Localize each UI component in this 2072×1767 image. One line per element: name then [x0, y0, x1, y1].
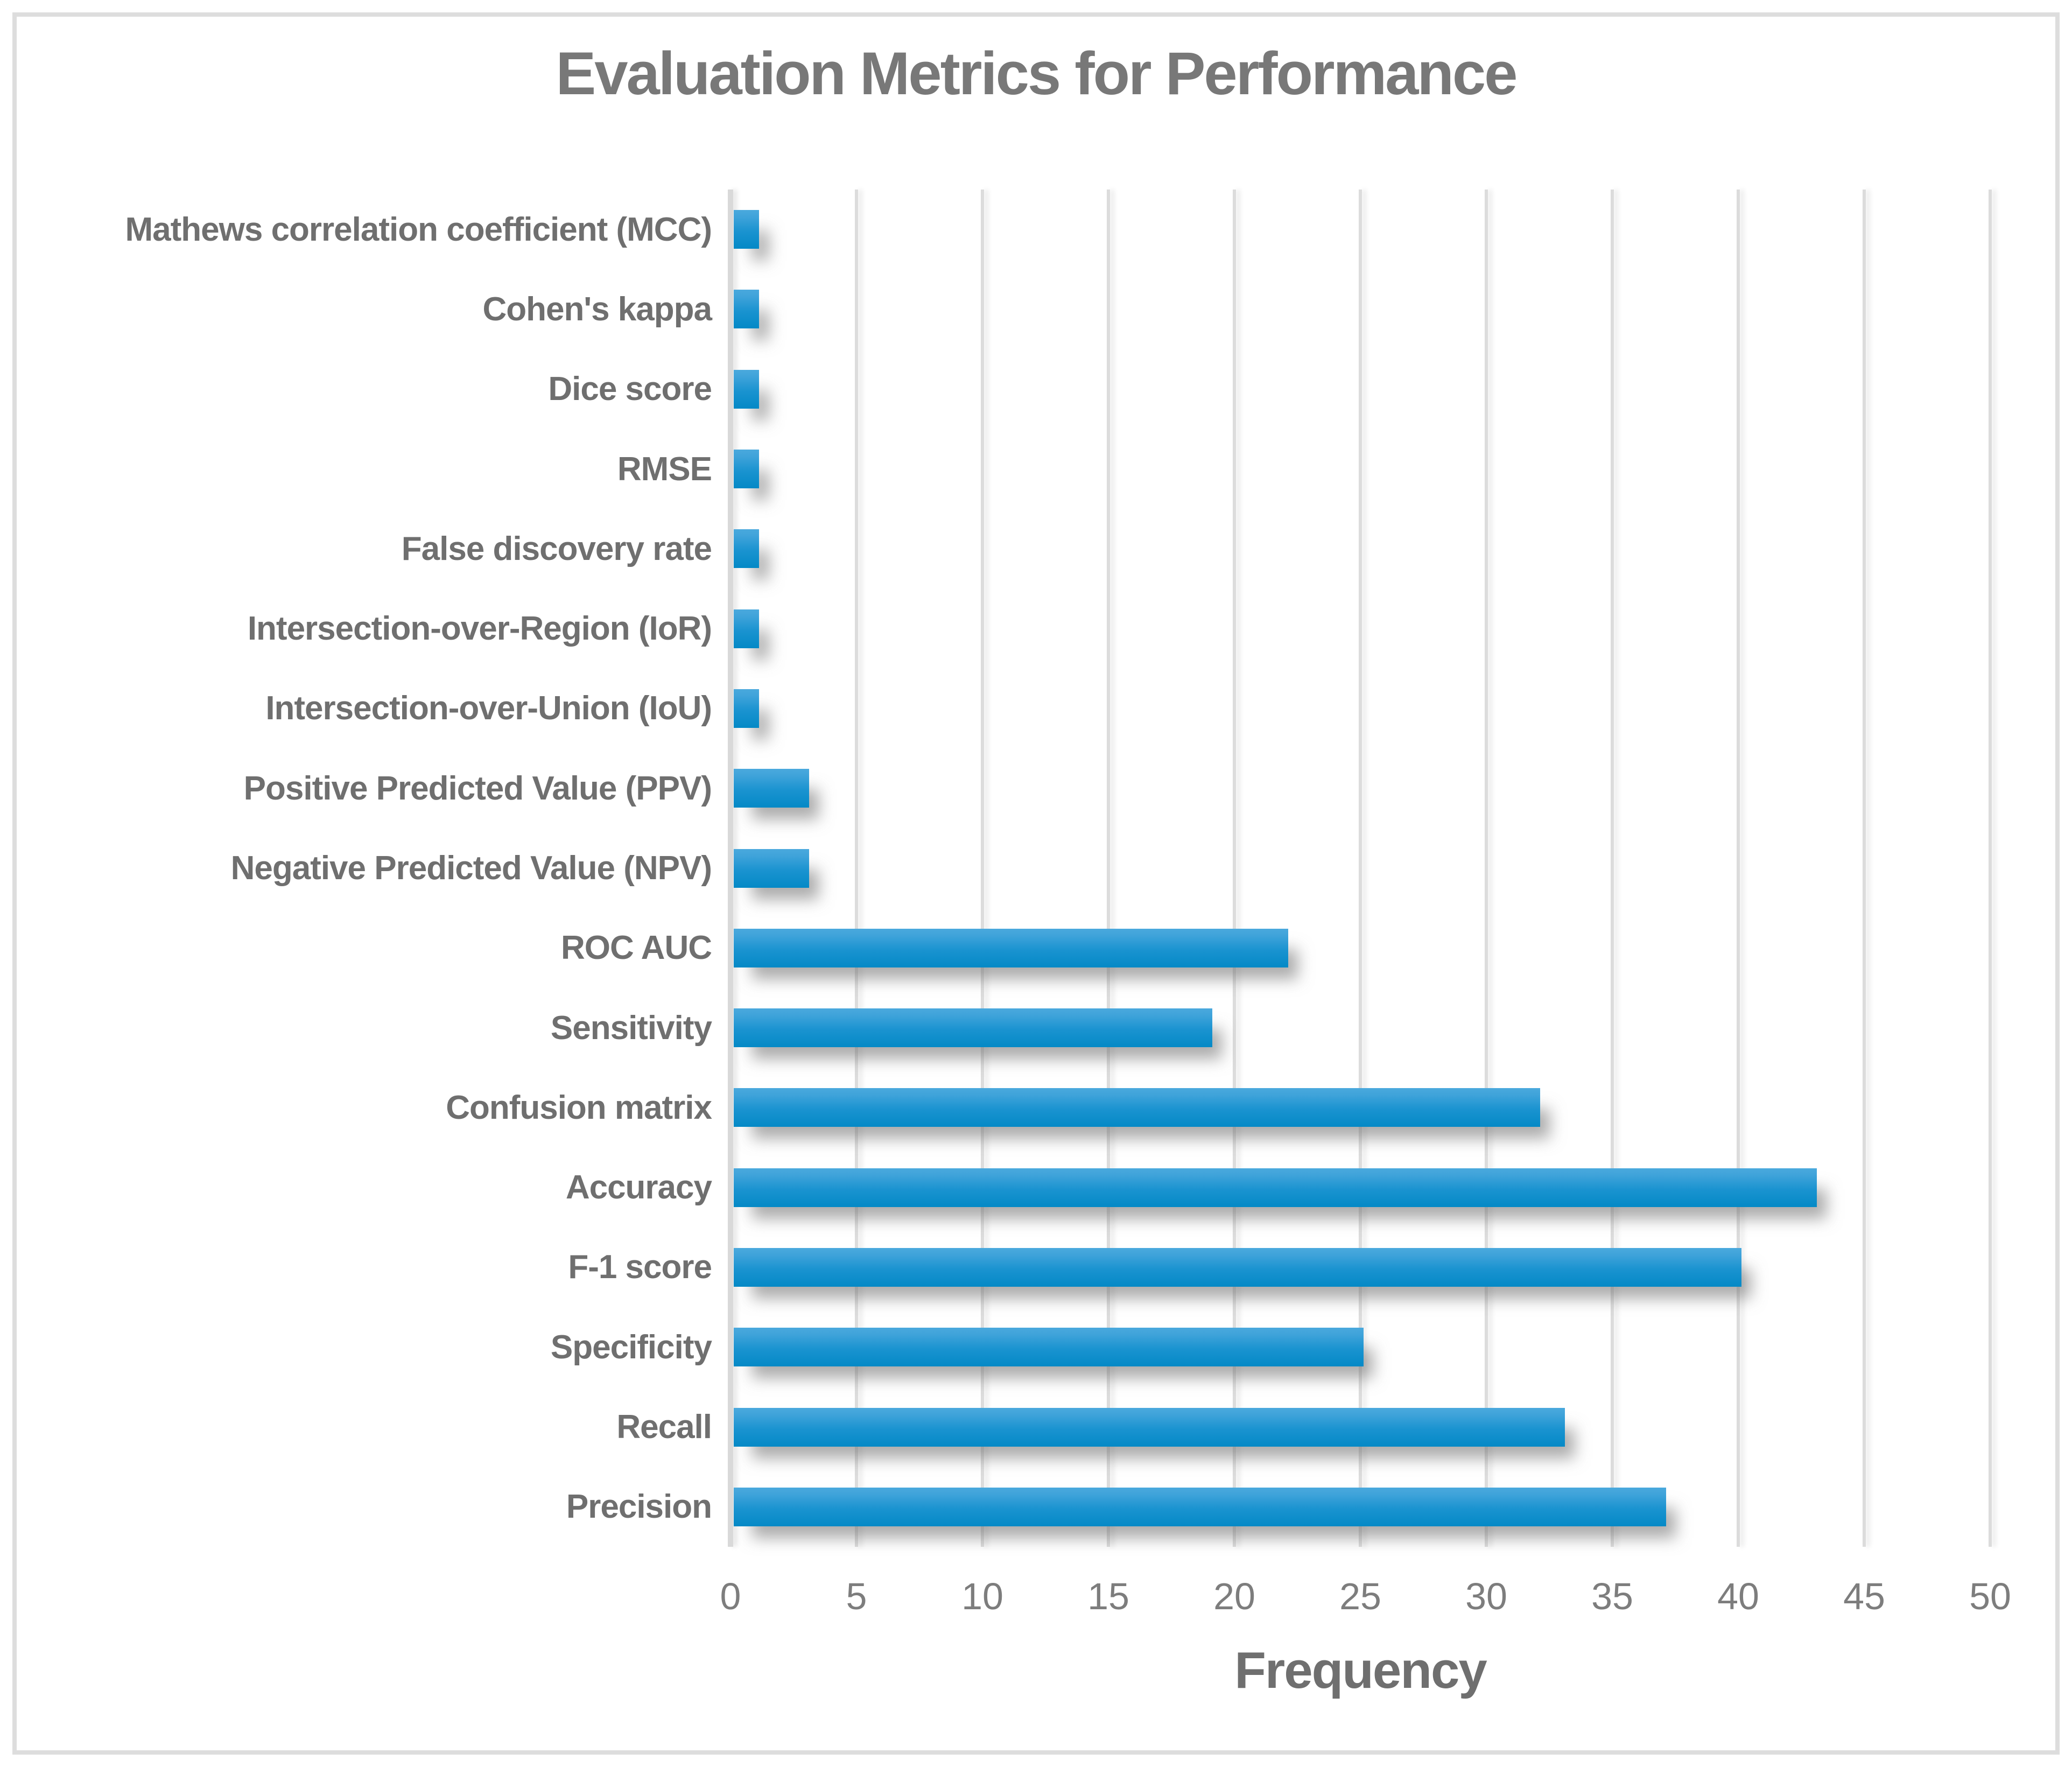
bar-false-discovery-rate: [734, 529, 759, 569]
chart-title: Evaluation Metrics for Performance: [556, 40, 1518, 107]
plot-area: [728, 190, 1992, 1547]
gridline-x-50: [1989, 190, 1992, 1547]
gridline-x-25: [1359, 190, 1362, 1547]
gridline-x-35: [1611, 190, 1614, 1547]
y-category-label: Cohen's kappa: [482, 290, 712, 328]
bar-specificity: [734, 1328, 1364, 1367]
y-category-label: Dice score: [548, 370, 712, 408]
y-axis-line: [728, 190, 733, 1547]
bar-precision: [734, 1487, 1666, 1526]
bar-positive-predicted-value-ppv: [734, 769, 810, 808]
gridline-x-10: [981, 190, 984, 1547]
gridline-x-30: [1485, 190, 1488, 1547]
y-category-label: Mathews correlation coefficient (MCC): [125, 211, 712, 248]
x-tick-label-10: 10: [961, 1575, 1003, 1617]
gridline-x-15: [1107, 190, 1110, 1547]
gridline-x-20: [1233, 190, 1236, 1547]
y-category-label: False discovery rate: [401, 530, 712, 567]
y-category-label: Positive Predicted Value (PPV): [243, 769, 712, 807]
x-tick-label-15: 15: [1087, 1575, 1129, 1617]
bar-recall: [734, 1407, 1565, 1447]
y-category-label: RMSE: [617, 450, 712, 488]
x-axis-title: Frequency: [1234, 1642, 1487, 1699]
bar-cohen-s-kappa: [734, 290, 759, 329]
bar-f-1-score: [734, 1247, 1741, 1287]
y-category-label: F-1 score: [568, 1249, 712, 1286]
x-tick-label-5: 5: [846, 1575, 867, 1617]
bar-mathews-correlation-coefficient-mcc: [734, 210, 759, 249]
y-category-label: Specificity: [550, 1328, 712, 1366]
x-tick-label-0: 0: [720, 1575, 741, 1617]
bar-intersection-over-region-ior: [734, 609, 759, 648]
y-category-label: Precision: [566, 1488, 712, 1526]
bar-accuracy: [734, 1168, 1817, 1207]
x-tick-label-40: 40: [1717, 1575, 1759, 1617]
x-tick-label-30: 30: [1465, 1575, 1507, 1617]
x-tick-label-25: 25: [1339, 1575, 1381, 1617]
bar-negative-predicted-value-npv: [734, 849, 810, 888]
bar-rmse: [734, 450, 759, 489]
y-category-label: Accuracy: [565, 1169, 712, 1207]
x-axis-tick-labels: 0 5 10 15 20 25 30 35 40 45 50: [0, 1575, 2072, 1623]
x-tick-label-35: 35: [1591, 1575, 1633, 1617]
y-category-label: Recall: [616, 1408, 712, 1446]
gridline-x-5: [855, 190, 858, 1547]
y-category-label: Sensitivity: [550, 1009, 712, 1047]
bar-roc-auc: [734, 928, 1288, 967]
x-tick-label-20: 20: [1213, 1575, 1255, 1617]
gridline-x-40: [1737, 190, 1740, 1547]
bar-intersection-over-union-iou: [734, 689, 759, 728]
bar-confusion-matrix: [734, 1088, 1540, 1127]
y-category-label: Intersection-over-Union (IoU): [265, 690, 712, 727]
bar-sensitivity: [734, 1008, 1213, 1048]
y-axis-category-labels: Mathews correlation coefficient (MCC) Coh…: [16, 190, 712, 1547]
figure-border: [12, 12, 2060, 1755]
bar-dice-score: [734, 369, 759, 409]
y-category-label: Negative Predicted Value (NPV): [230, 849, 712, 887]
y-category-label: Intersection-over-Region (IoR): [247, 610, 712, 648]
y-category-label: ROC AUC: [560, 929, 712, 967]
y-category-label: Confusion matrix: [446, 1089, 712, 1126]
gridline-x-45: [1863, 190, 1866, 1547]
x-tick-label-45: 45: [1843, 1575, 1885, 1617]
x-tick-label-50: 50: [1969, 1575, 2011, 1617]
